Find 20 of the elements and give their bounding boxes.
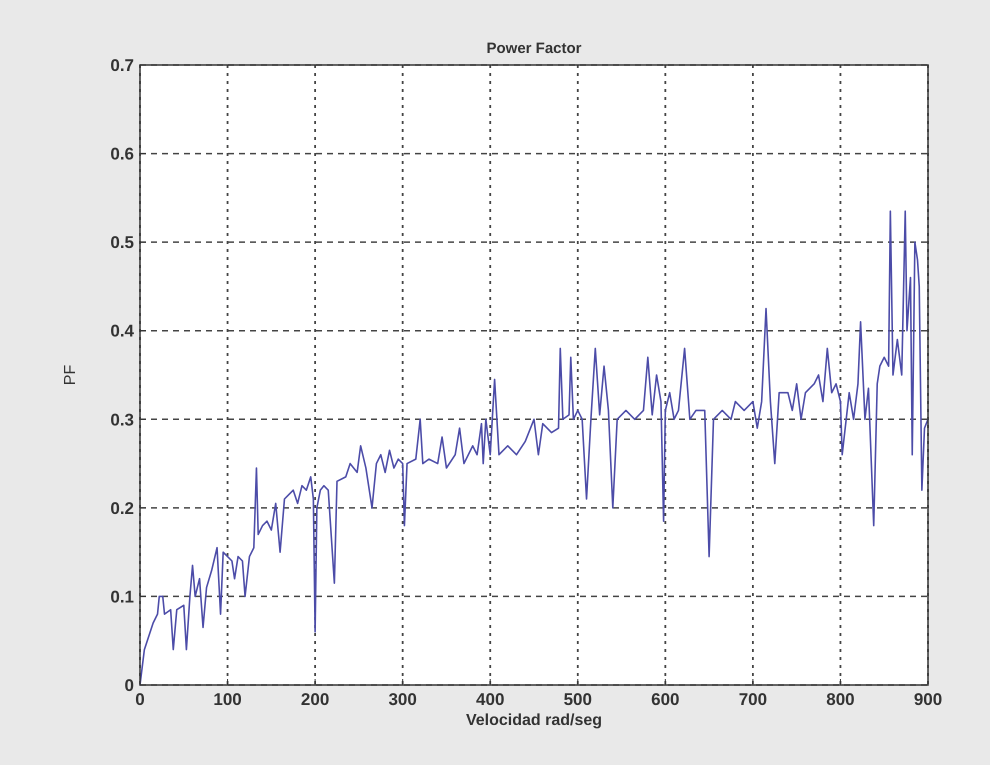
y-tick-label: 0 [124, 676, 134, 695]
y-axis-title: PF [62, 364, 79, 386]
x-tick-label: 600 [651, 690, 680, 709]
x-tick-label: 800 [826, 690, 855, 709]
x-tick-label: 400 [476, 690, 504, 709]
chart-title: Power Factor [486, 40, 582, 57]
x-tick-label: 100 [213, 690, 242, 709]
y-tick-label: 0.2 [110, 498, 134, 518]
y-tick-label: 0.7 [110, 56, 134, 75]
x-tick-label: 200 [300, 690, 330, 709]
x-tick-label: 700 [738, 690, 768, 709]
x-axis-title: Velocidad rad/seg [466, 712, 602, 729]
x-tick-label: 300 [388, 690, 417, 709]
y-tick-label: 0.5 [110, 233, 134, 252]
x-tick-label: 900 [914, 690, 942, 709]
y-tick-label: 0.6 [110, 144, 134, 164]
x-tick-label: 500 [564, 690, 592, 709]
y-tick-label: 0.4 [110, 322, 135, 341]
y-tick-label: 0.3 [110, 410, 134, 430]
y-tick-label: 0.1 [110, 587, 134, 606]
